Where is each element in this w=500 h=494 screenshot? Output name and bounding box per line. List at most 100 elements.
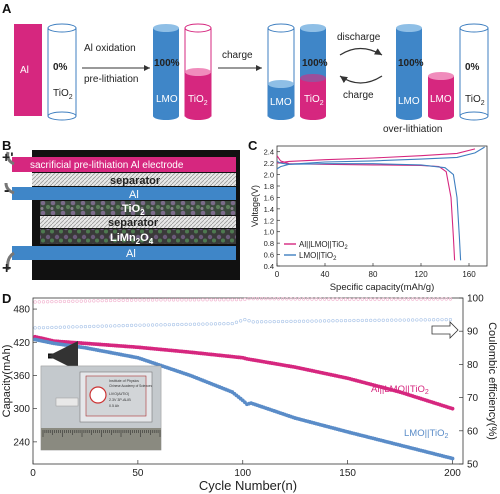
chart-d-ce-point-1 [314, 319, 318, 323]
chart-d-ce-point-1 [415, 318, 419, 322]
chart-d-ce-point-1 [335, 319, 339, 323]
panel-a-label: A [2, 1, 12, 16]
chart-d-ce-point-1 [167, 323, 171, 327]
chart-c-xtick-label: 80 [369, 270, 378, 279]
chart-d-xtick-label: 100 [234, 468, 251, 479]
panel-d: D 0 50 100 150 200 240 300 360 420 480 50 60 70 80 90 1… [1, 291, 498, 493]
chart-d-axes: 0 50 100 150 200 240 300 360 420 480 50 60 70 80 90 100 [13, 294, 484, 480]
chart-d-ce-point-0 [356, 297, 360, 301]
chart-d-ce-point-1 [310, 319, 314, 323]
chart-d-ce-point-0 [54, 299, 58, 304]
chart-d-y2tick-label: 70 [467, 393, 479, 404]
chart-d-ce-point-0 [138, 298, 142, 302]
tio2-layer [40, 201, 236, 215]
chart-d-ce-point-1 [201, 322, 205, 326]
plus-bot-label: + [2, 260, 11, 277]
separator1-label: separator [110, 175, 161, 187]
chart-d-ce-point-0 [419, 297, 423, 301]
panel-a: A Al 0% TiO2 Al oxidation pre-lithiation… [2, 1, 489, 135]
chart-d-ytick-label: 300 [13, 404, 30, 415]
chart-d-ce-point-0 [50, 300, 54, 304]
chart-d-ce-point-1 [171, 322, 176, 327]
chart-d-ce-point-0 [71, 299, 75, 303]
chart-d-ce-point-1 [402, 318, 406, 322]
chart-c-ytick-label: 1.4 [264, 205, 274, 214]
chart-d-ce-point-0 [322, 297, 327, 301]
chart-d-ce-point-1 [436, 318, 440, 322]
chart-d-ce-point-0 [180, 298, 184, 302]
chart-d-xtick-label: 50 [132, 468, 144, 479]
chart-c-ytick-label: 1.6 [264, 193, 274, 202]
inset-line2: Chinese Academy of Sciences [109, 384, 152, 388]
chart-d-ce-point-1 [423, 318, 427, 322]
chart-d-ce-point-1 [243, 317, 247, 322]
chart-d-ce-point-0 [281, 297, 285, 301]
chart-d-ce-point-1 [381, 318, 385, 322]
chart-c-xtick-label: 0 [275, 270, 280, 279]
chart-d-ce-point-0 [41, 300, 46, 304]
chart-d-y2tick-label: 50 [467, 460, 479, 471]
chart-d-ce-point-0 [385, 297, 390, 301]
chart-d-ce-point-0 [96, 299, 100, 303]
chart-d-ce-point-0 [125, 298, 129, 302]
charge2-label: charge [343, 90, 374, 101]
chart-d-ce-point-0 [88, 299, 92, 303]
chart-d-ce-point-0 [331, 297, 335, 301]
chart-d-ce-point-1 [306, 319, 310, 323]
chart-d-ce-point-0 [394, 297, 398, 301]
chart-d-ce-point-1 [218, 322, 222, 326]
chart-c-series [276, 146, 485, 261]
chart-d-ce-point-0 [92, 299, 96, 303]
al-bot-label: Al [126, 248, 136, 260]
chart-d-ytick-label: 420 [13, 338, 30, 349]
inset-line4: 2.3V 3P-ALIB [109, 398, 131, 402]
chart-d-ce-point-1 [373, 318, 377, 322]
chart-d-ce-point-0 [406, 297, 411, 301]
chart-d-ce-point-1 [322, 319, 327, 323]
chart-d-ce-point-1 [142, 323, 146, 327]
chart-d-ce-point-1 [230, 321, 234, 326]
chart-d-ce-point-1 [247, 319, 251, 323]
chart-d-ce-point-1 [96, 324, 100, 328]
chart-d-ce-point-1 [104, 324, 109, 328]
chart-d-ce-point-1 [264, 320, 268, 324]
chart-d-ce-point-0 [134, 298, 138, 302]
chart-d-ce-point-1 [79, 325, 83, 329]
chart-d-ce-point-1 [369, 318, 373, 322]
chart-d-ce-point-0 [188, 298, 192, 302]
chart-d-ce-point-0 [159, 298, 163, 302]
lmo-label-a4: LMO [398, 96, 420, 107]
chart-d-ce-point-1 [255, 320, 260, 324]
chart-d-ylabel: Capacity(mAh) [1, 345, 13, 418]
chart-d-ce-point-1 [100, 324, 104, 328]
seal-icon [89, 386, 107, 404]
arrow1-line2: pre-lithiation [84, 74, 138, 85]
chart-d-ce-point-1 [109, 324, 113, 328]
minus-label: - [4, 182, 9, 199]
chart-d-ce-point-1 [327, 319, 331, 323]
chart-c-line-1-charge [276, 146, 485, 170]
chart-d-ce-point-0 [155, 298, 159, 302]
chart-d-ce-point-1 [343, 319, 348, 323]
chart-d-ce-point-0 [67, 299, 71, 303]
prelithiation-label: sacrificial pre-lithiation Al electrode [30, 160, 184, 171]
chart-d-ce-point-1 [356, 318, 360, 323]
chart-d-ce-point-1 [197, 322, 201, 326]
chart-d-ce-point-1 [281, 319, 285, 324]
discharge-label: discharge [337, 32, 381, 43]
chart-d-xtick-label: 0 [30, 468, 36, 479]
chart-c-ytick-label: 1.8 [264, 182, 274, 191]
chart-d-ce-point-1 [67, 325, 71, 329]
chart-d-ce-point-0 [192, 298, 197, 302]
chart-d-ce-point-1 [440, 318, 444, 322]
chart-d-ce-point-1 [318, 319, 322, 323]
chart-c-ytick-label: 0.4 [264, 262, 274, 271]
chart-d-ce-point-0 [171, 298, 176, 302]
wire-top [6, 151, 15, 166]
chart-d-ce-point-0 [129, 298, 134, 302]
cylinder-lmo-full [153, 24, 179, 120]
chart-d-ce-point-1 [427, 318, 432, 322]
chart-d-ce-point-0 [369, 297, 373, 301]
panel-d-label: D [2, 291, 11, 306]
